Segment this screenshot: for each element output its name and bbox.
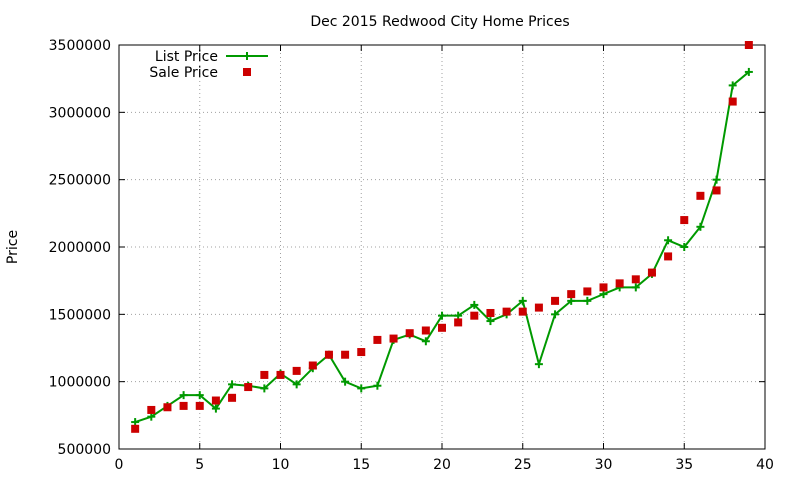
x-tick-label: 25 [514,457,532,473]
list-price-point [195,391,204,400]
list-price-point [599,290,608,299]
list-price-point [567,296,576,305]
y-axis-label: Price [5,230,21,264]
sale-price-point [583,287,592,296]
y-tick-label: 3000000 [49,105,111,121]
series-list-price [131,67,753,427]
sale-price-point [276,370,285,379]
x-tick-label: 30 [595,457,613,473]
list-price-point [438,311,446,320]
list-price-point [147,412,156,421]
x-tick-label: 0 [115,457,124,473]
list-price-point [211,404,220,413]
chart-title: Dec 2015 Redwood City Home Prices [310,14,569,30]
sale-price-point [244,383,253,392]
list-price-point [373,381,382,390]
grid [119,45,765,449]
list-price-point [470,300,479,309]
sale-price-point [228,393,237,402]
list-price-point [712,175,721,184]
legend-label: Sale Price [149,65,218,81]
list-price-point [131,418,140,427]
sale-price-point [486,308,495,317]
series-layer [131,41,753,433]
sale-price-point [470,311,479,320]
list-price-point [341,377,350,386]
sale-price-point [647,268,656,277]
sale-price-point [534,303,543,312]
legend-square-marker [243,68,251,76]
sale-price-point [680,216,689,225]
x-tick-label: 35 [675,457,693,473]
y-tick-label: 1500000 [49,307,111,323]
y-tick-label: 500000 [58,442,111,458]
sale-price-point [438,323,446,332]
list-price-point [631,283,640,292]
sale-price-point [163,403,172,412]
sale-price-point [615,279,624,288]
sale-price-point [728,97,737,106]
sale-price-point [341,350,350,359]
sale-price-point [147,405,156,414]
sale-price-point [357,348,366,357]
sale-price-point [454,318,463,327]
sale-price-point [373,335,382,344]
list-price-point [260,384,269,393]
sale-price-point [324,350,333,359]
x-tick-label: 10 [272,457,290,473]
list-price-point [228,380,237,389]
tick-labels: 0 5 10 15 20 25 30 35 40 500000 1000000 1500000 2000… [49,38,774,473]
list-price-point [680,243,689,251]
sale-price-point [518,307,527,316]
axis-ticks [118,44,766,450]
sale-price-point [211,396,220,405]
sale-price-point [260,370,269,379]
sale-price-point [131,424,140,433]
y-tick-label: 2000000 [49,240,111,256]
y-tick-label: 1000000 [49,375,111,391]
sale-price-point [664,252,673,261]
legend-label: List Price [155,49,218,65]
sale-price-point [389,334,398,343]
y-tick-label: 2500000 [49,173,111,189]
sale-price-point [179,401,188,410]
list-price-point [486,317,495,326]
sale-price-point [696,191,705,200]
x-tick-label: 5 [195,457,204,473]
y-tick-label: 3500000 [49,38,111,54]
list-price-point [728,81,737,90]
list-price-point [292,380,301,389]
sale-price-point [195,401,204,410]
series-sale-price [131,41,753,433]
sale-price-point [292,366,301,375]
legend-cross-marker [243,52,251,60]
sale-price-point [567,290,576,299]
list-price-point [664,236,673,245]
sale-price-point [599,283,608,292]
list-price-point [454,311,463,320]
list-price-point [518,296,527,305]
list-price-point [744,67,753,76]
x-tick-label: 15 [352,457,370,473]
x-tick-label: 20 [433,457,451,473]
list-price-point [696,222,705,231]
sale-price-point [631,275,640,284]
sale-price-point [744,41,753,49]
list-price-point [551,310,560,319]
sale-price-point [308,361,317,370]
sale-price-point [421,326,430,335]
sale-price-point [712,186,721,195]
list-price-point [357,384,366,393]
sale-price-point [405,329,414,338]
list-price-point [179,391,188,400]
list-price-point [534,360,543,369]
list-price-point [583,296,592,305]
sale-price-point [551,296,560,305]
x-tick-label: 40 [756,457,774,473]
sale-price-point [502,307,511,316]
list-price-point [421,337,430,346]
